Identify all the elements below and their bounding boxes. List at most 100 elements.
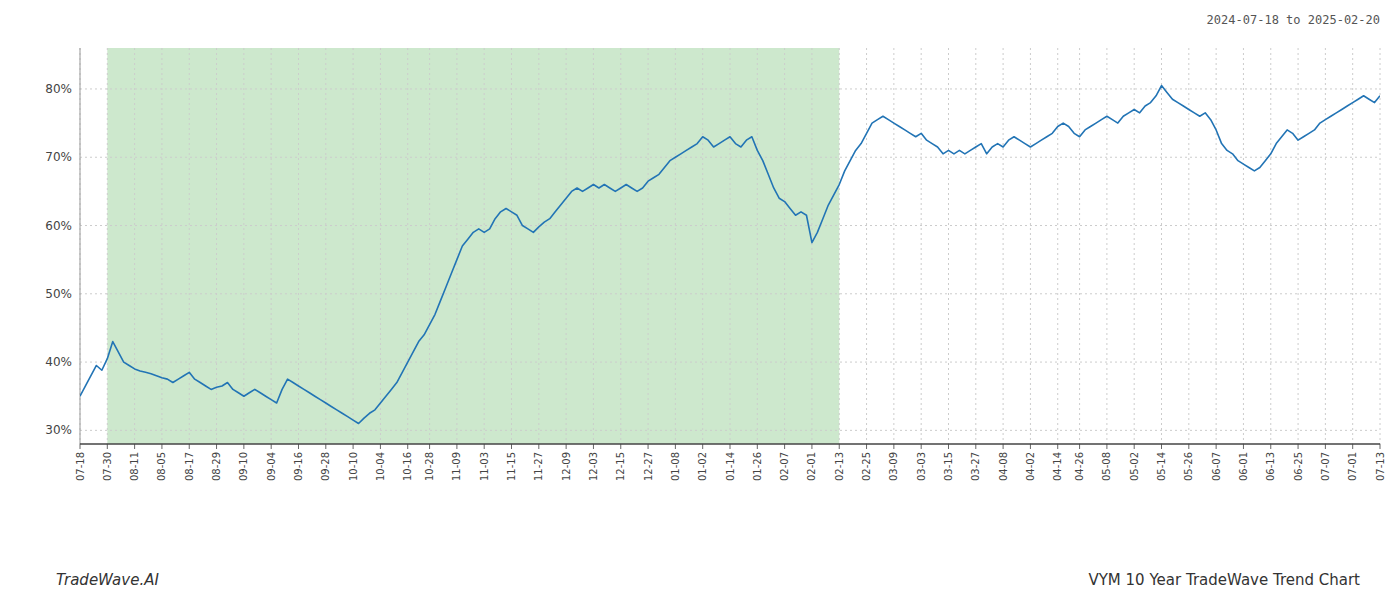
- x-grid-line: [380, 48, 381, 444]
- x-tick-label: 06-01: [1238, 452, 1249, 481]
- x-tick-label: 08-05: [156, 452, 167, 481]
- x-tick-label: 03-03: [916, 452, 927, 481]
- x-grid-line: [1030, 48, 1031, 444]
- x-tick-label: 07-30: [102, 452, 113, 481]
- x-grid-line: [1106, 48, 1107, 444]
- x-tick-label: 05-14: [1156, 452, 1167, 481]
- x-grid-line: [948, 48, 949, 444]
- x-grid-line: [784, 48, 785, 444]
- trend-line: [80, 86, 1380, 424]
- x-grid-line: [429, 48, 430, 444]
- x-tick-label: 02-13: [834, 452, 845, 481]
- x-grid-line: [1270, 48, 1271, 444]
- y-tick-label: 40%: [45, 355, 72, 369]
- x-tick-label: 01-08: [670, 452, 681, 481]
- x-grid-line: [1352, 48, 1353, 444]
- x-axis-line: [80, 443, 1380, 445]
- x-grid-line: [566, 48, 567, 444]
- x-grid-line: [1243, 48, 1244, 444]
- x-tick-label: 07-13: [1375, 452, 1386, 481]
- x-tick-label: 08-29: [211, 452, 222, 481]
- x-tick-label: 12-27: [643, 452, 654, 481]
- x-tick-label: 05-26: [1183, 452, 1194, 481]
- x-grid-line: [811, 48, 812, 444]
- x-tick-label: 04-02: [1025, 452, 1036, 481]
- x-grid-line: [271, 48, 272, 444]
- x-tick-label: 11-09: [451, 452, 462, 481]
- x-tick-label: 05-02: [1129, 452, 1140, 481]
- x-grid-line: [1380, 48, 1381, 444]
- x-grid-line: [1216, 48, 1217, 444]
- x-grid-line: [1003, 48, 1004, 444]
- chart: 30%40%50%60%70%80%07-1807-3008-1108-0508…: [0, 0, 1400, 600]
- x-tick-label: 08-17: [184, 452, 195, 481]
- x-tick-label: 12-15: [615, 452, 626, 481]
- title: VYM 10 Year TradeWave Trend Chart: [1088, 571, 1360, 589]
- x-tick-label: 01-14: [725, 452, 736, 481]
- x-grid-line: [975, 48, 976, 444]
- x-tick-label: 07-07: [1320, 452, 1331, 481]
- x-tick-label: 03-15: [943, 452, 954, 481]
- x-tick-label: 02-07: [779, 452, 790, 481]
- x-grid-line: [921, 48, 922, 444]
- x-tick-label: 09-16: [293, 452, 304, 481]
- x-tick-label: 01-26: [752, 452, 763, 481]
- x-tick-label: 09-10: [238, 452, 249, 481]
- x-tick-label: 03-27: [970, 452, 981, 481]
- x-tick-label: 11-15: [506, 452, 517, 481]
- x-grid-line: [675, 48, 676, 444]
- x-tick-label: 02-01: [806, 452, 817, 481]
- plot-area: [80, 86, 1380, 424]
- annotation: TradeWave.AI: [56, 571, 159, 589]
- x-tick-label: 04-08: [998, 452, 1009, 481]
- x-grid-line: [702, 48, 703, 444]
- x-grid-line: [1057, 48, 1058, 444]
- x-grid-line: [893, 48, 894, 444]
- x-grid-line: [298, 48, 299, 444]
- y-axis-line: [80, 48, 81, 444]
- x-grid-line: [1161, 48, 1162, 444]
- x-tick-label: 10-10: [348, 452, 359, 481]
- x-grid-line: [1188, 48, 1189, 444]
- x-grid-line: [757, 48, 758, 444]
- x-tick-label: 11-27: [533, 452, 544, 481]
- x-tick-label: 02-25: [861, 452, 872, 481]
- x-grid-line: [216, 48, 217, 444]
- x-tick-label: 10-04: [375, 452, 386, 481]
- y-tick-label: 80%: [45, 82, 72, 96]
- x-grid-line: [243, 48, 244, 444]
- x-tick-label: 12-09: [561, 452, 572, 481]
- x-grid-line: [1298, 48, 1299, 444]
- x-grid-line: [189, 48, 190, 444]
- x-grid-line: [325, 48, 326, 444]
- x-grid-line: [648, 48, 649, 444]
- y-grid-line: [80, 225, 1380, 226]
- x-tick-label: 06-25: [1293, 452, 1304, 481]
- x-grid-line: [1325, 48, 1326, 444]
- x-tick-label: 09-28: [320, 452, 331, 481]
- x-grid-line: [593, 48, 594, 444]
- x-tick-label: 08-11: [129, 452, 140, 481]
- x-grid-line: [538, 48, 539, 444]
- x-tick-label: 10-28: [424, 452, 435, 481]
- x-grid-line: [1079, 48, 1080, 444]
- x-grid-line: [407, 48, 408, 444]
- x-tick-label: 12-03: [588, 452, 599, 481]
- x-tick-label: 04-14: [1052, 452, 1063, 481]
- x-tick-label: 07-01: [1347, 452, 1358, 481]
- y-tick-label: 70%: [45, 150, 72, 164]
- x-tick-label: 07-18: [75, 452, 86, 481]
- y-grid-line: [80, 362, 1380, 363]
- x-tick-label: 01-02: [697, 452, 708, 481]
- x-tick-label: 10-16: [402, 452, 413, 481]
- y-grid-line: [80, 157, 1380, 158]
- x-tick-label: 09-04: [266, 452, 277, 481]
- x-grid-line: [866, 48, 867, 444]
- y-tick-label: 50%: [45, 287, 72, 301]
- x-tick-label: 04-26: [1074, 452, 1085, 481]
- x-grid-line: [484, 48, 485, 444]
- x-tick-label: 06-07: [1211, 452, 1222, 481]
- x-grid-line: [1134, 48, 1135, 444]
- x-grid-line: [839, 48, 840, 444]
- x-grid-line: [353, 48, 354, 444]
